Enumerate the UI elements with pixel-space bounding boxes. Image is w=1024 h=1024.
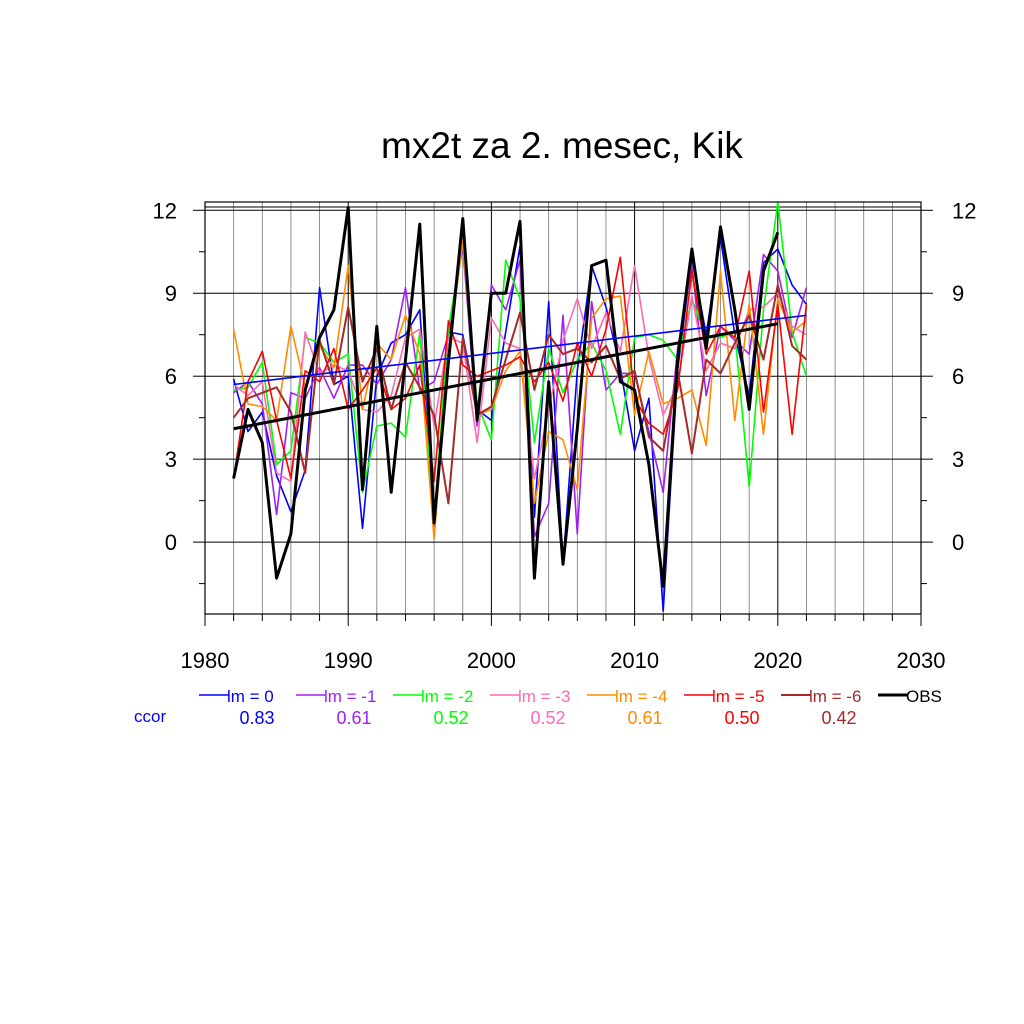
legend-label: lm = -6	[809, 687, 861, 706]
legend-label: lm = 0	[227, 687, 274, 706]
series-line	[232, 256, 808, 483]
ccor-value: 0.42	[821, 708, 856, 728]
legend: lm = 0 0.83 lm = -1 0.61 lm = -2 0.52 lm = -3 0…	[134, 687, 942, 728]
ccor-value: 0.52	[433, 708, 468, 728]
x-tick-label: 2010	[610, 648, 659, 673]
ccor-value: 0.50	[724, 708, 759, 728]
y-tick-label-right: 12	[952, 198, 976, 223]
x-tick-label: 2030	[897, 648, 946, 673]
ccor-value: 0.52	[530, 708, 565, 728]
y-tick-label-right: 6	[952, 364, 964, 389]
y-tick-label-left: 12	[153, 198, 177, 223]
ccor-value: 0.83	[239, 708, 274, 728]
trend-line	[233, 322, 779, 431]
y-tick-label-left: 0	[165, 530, 177, 555]
y-tick-label-left: 6	[165, 364, 177, 389]
y-tick-label-left: 3	[165, 447, 177, 472]
x-tick-label: 1990	[324, 648, 373, 673]
ccor-label: ccor	[134, 707, 166, 726]
y-tick-label-right: 0	[952, 530, 964, 555]
ccor-value: 0.61	[627, 708, 662, 728]
plot-border	[204, 201, 922, 615]
y-tick-label-right: 9	[952, 281, 964, 306]
x-tick-label: 2020	[753, 648, 802, 673]
legend-label: lm = -2	[421, 687, 473, 706]
legend-label: lm = -1	[324, 687, 376, 706]
chart-title: mx2t za 2. mesec, Kik	[381, 125, 743, 166]
axis-ticks: 1980 1990 2000 2010 2020 2030 0 0 3 3 6 6 9 9 12 12	[153, 198, 977, 673]
x-tick-label: 1980	[181, 648, 230, 673]
series-line	[233, 245, 808, 538]
ccor-value: 0.61	[336, 708, 371, 728]
series-lines	[232, 201, 808, 612]
legend-label: lm = -4	[615, 687, 667, 706]
legend-label: lm = -5	[712, 687, 764, 706]
y-tick-label-right: 3	[952, 447, 964, 472]
trend-line	[233, 314, 807, 386]
x-tick-label: 2000	[467, 648, 516, 673]
y-tick-label-left: 9	[165, 281, 177, 306]
legend-label: lm = -3	[518, 687, 570, 706]
series-line	[232, 284, 808, 505]
legend-label: OBS	[906, 687, 942, 706]
series-line	[232, 206, 780, 588]
plot-frame	[204, 201, 922, 615]
